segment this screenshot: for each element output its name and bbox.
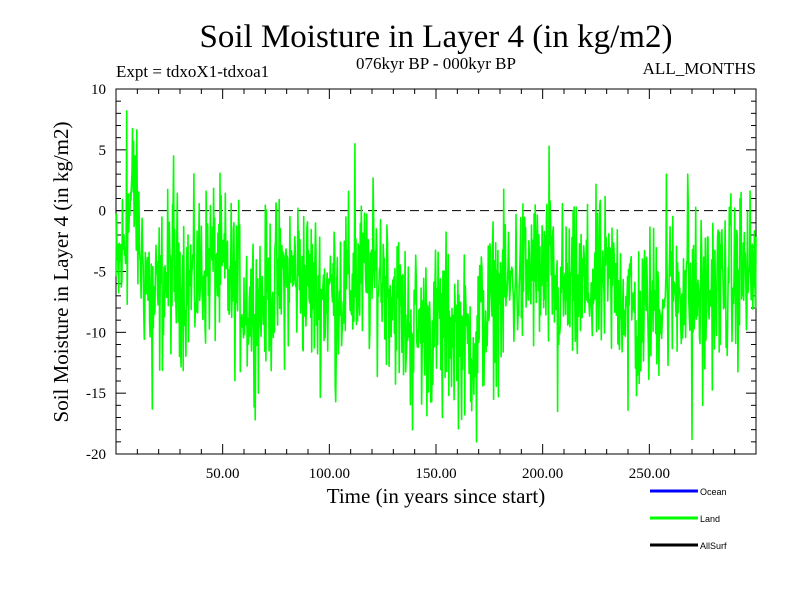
- x-tick-label: 200.00: [522, 466, 563, 482]
- legend-label-land: Land: [700, 514, 720, 524]
- x-tick-label: 150.00: [415, 466, 456, 482]
- y-tick-label: -5: [94, 265, 107, 281]
- x-tick-label: 100.00: [309, 466, 350, 482]
- chart-title: Soil Moisture in Layer 4 (in kg/m2): [200, 19, 673, 55]
- legend: Ocean Land AllSurf: [650, 487, 727, 551]
- legend-label-ocean: Ocean: [700, 487, 727, 497]
- x-axis-label: Time (in years since start): [327, 484, 546, 508]
- y-tick-label: -10: [86, 325, 106, 341]
- chart-subtitle-center: 076kyr BP - 000kyr BP: [356, 54, 516, 73]
- x-tick-label: 250.00: [629, 466, 670, 482]
- plot-area: -20 -15 -10 -5 0 5 10 50.00 100.00 150.00 200.00 25…: [86, 82, 757, 482]
- x-tick-label: 50.00: [206, 466, 240, 482]
- y-tick-label: -15: [86, 386, 106, 402]
- y-tick-label: -20: [86, 447, 106, 463]
- y-tick-label: 5: [99, 143, 107, 159]
- chart-subtitle-left: Expt = tdxoX1-tdxoa1: [116, 62, 269, 81]
- y-tick-label: 0: [99, 204, 107, 220]
- y-axis-label: Soil Moisture in Layer 4 (in kg/m2): [49, 122, 73, 423]
- y-tick-label: 10: [91, 82, 106, 98]
- series-line-land: [115, 110, 757, 443]
- chart-subtitle-right: ALL_MONTHS: [643, 59, 756, 78]
- legend-label-allsurf: AllSurf: [700, 541, 727, 551]
